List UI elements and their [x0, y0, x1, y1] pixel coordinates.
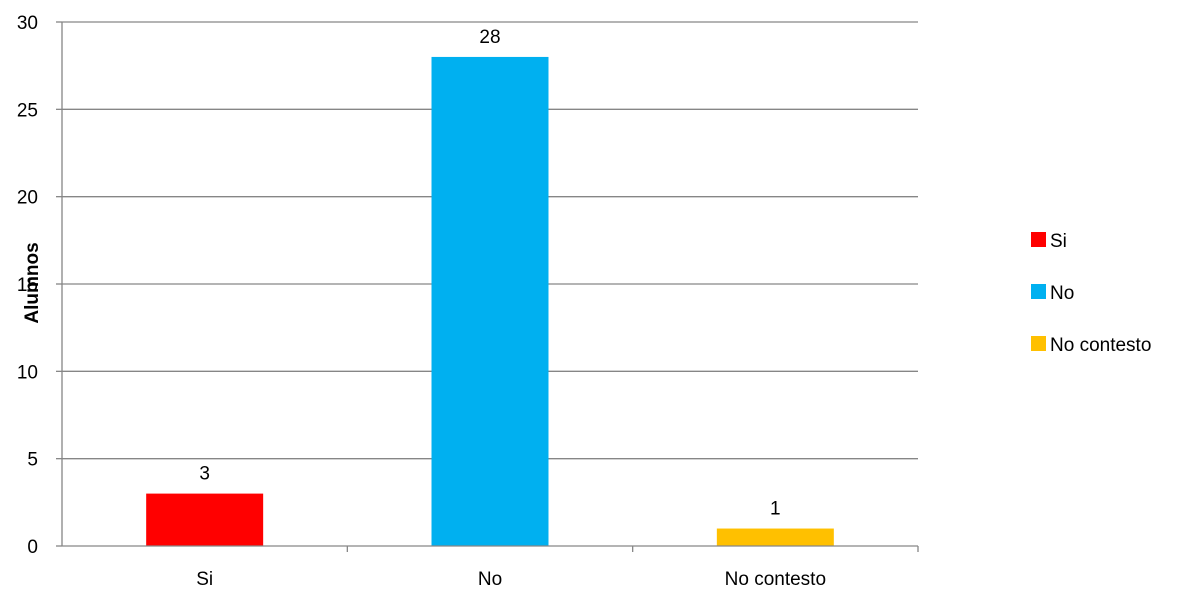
x-tick-label: No: [478, 569, 502, 590]
y-tick-label: 10: [17, 362, 38, 383]
legend-swatch: [1031, 284, 1046, 299]
legend-swatch: [1031, 232, 1046, 247]
bar-no: [431, 56, 549, 546]
y-tick-label: 0: [27, 537, 38, 558]
x-tick-label: Si: [196, 569, 213, 590]
y-axis-title: Alumnos: [22, 242, 43, 323]
legend-swatch: [1031, 336, 1046, 351]
bar-si: [146, 493, 264, 546]
x-axis-labels: Si No No contesto: [196, 546, 919, 590]
data-label: 3: [199, 464, 210, 485]
bars: 3 28 1: [146, 27, 834, 546]
legend-label: No contesto: [1050, 335, 1151, 356]
legend-label: Si: [1050, 231, 1067, 252]
y-tick-label: 30: [17, 13, 38, 34]
data-label: 28: [479, 27, 500, 48]
y-tick-label: 5: [27, 450, 38, 471]
legend-label: No: [1050, 283, 1074, 304]
y-axis-ticks: 0 5 10 15 20 25 30: [17, 13, 62, 558]
data-label: 1: [770, 499, 781, 520]
y-tick-label: 25: [17, 100, 38, 121]
x-tick-label: No contesto: [725, 569, 826, 590]
legend: Si No No contesto: [1031, 231, 1151, 356]
bar-no-contesto: [716, 528, 834, 546]
y-tick-label: 15: [17, 275, 38, 296]
y-tick-label: 20: [17, 188, 38, 209]
